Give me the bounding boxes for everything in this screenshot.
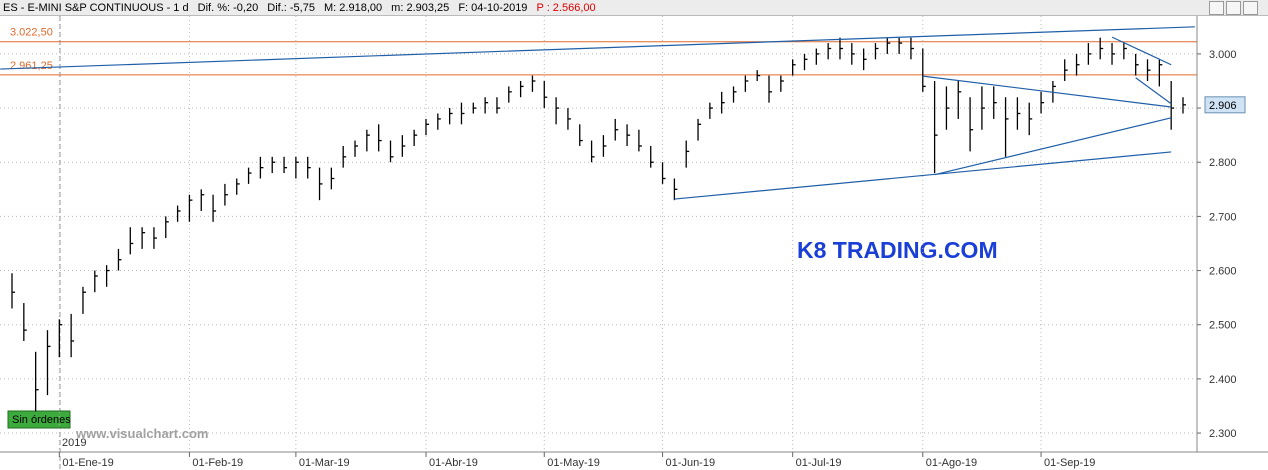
status-box xyxy=(7,410,71,429)
window-buttons xyxy=(1207,1,1258,20)
x-tick-label: 01-Jul-19 xyxy=(796,457,842,469)
x-tick-label: 01-Feb-19 xyxy=(192,457,243,469)
last-price-label: 2.906 xyxy=(1209,100,1237,112)
y-tick-label: 2.400 xyxy=(1209,374,1237,386)
x-tick-label: 01-Ago-19 xyxy=(926,457,977,469)
brand: K8 TRADING.COM xyxy=(797,237,998,263)
header-symbol: ES - E-MINI S&P CONTINUOUS - 1 d xyxy=(3,2,189,14)
y-tick-label: 2.500 xyxy=(1209,320,1237,332)
maximize-button[interactable] xyxy=(1226,1,1241,15)
header-stat: m: 2.903,25 xyxy=(391,2,450,14)
header: ES - E-MINI S&P CONTINUOUS - 1 d Dif. %:… xyxy=(0,0,1268,16)
header-stat: Dif.: -5,75 xyxy=(267,2,315,14)
y-tick-label: 2.800 xyxy=(1209,157,1237,169)
trendline xyxy=(1135,77,1172,105)
x-tick-label: 01-May-19 xyxy=(547,457,600,469)
header-stat: Dif. %: -0,20 xyxy=(197,2,259,14)
close-button[interactable] xyxy=(1243,1,1258,15)
y-tick-label: 2.700 xyxy=(1209,211,1237,223)
trendline xyxy=(674,151,1172,200)
y-tick-label: 3.000 xyxy=(1209,49,1237,61)
x-tick-label: 01-Sep-19 xyxy=(1044,457,1095,469)
x-tick-label: 01-Mar-19 xyxy=(299,457,350,469)
y-tick-label: 2.600 xyxy=(1209,266,1237,278)
last-price-box xyxy=(1204,96,1246,114)
header-stat: P : 2.566,00 xyxy=(536,2,596,14)
y-tick-label: 2.300 xyxy=(1209,428,1237,440)
watermark: www.visualchart.com xyxy=(75,426,208,441)
status: Sin órdenes xyxy=(12,414,71,426)
trendline xyxy=(1111,36,1172,66)
trendline xyxy=(934,117,1172,176)
x-tick-label: 01-Ene-19 xyxy=(62,457,113,469)
x-tick-label: 01-Jun-19 xyxy=(666,457,716,469)
level-label: 3.022,50 xyxy=(10,27,53,39)
year-label: 2019 xyxy=(62,437,86,449)
x-tick-label: 01-Abr-19 xyxy=(429,457,478,469)
header-stat: F: 04-10-2019 xyxy=(458,2,528,14)
trendline xyxy=(0,26,1195,70)
trendline xyxy=(922,75,1172,108)
minimize-button[interactable] xyxy=(1209,1,1224,15)
level-label: 2.961,25 xyxy=(10,60,53,72)
header-stat: M: 2.918,00 xyxy=(324,2,383,14)
